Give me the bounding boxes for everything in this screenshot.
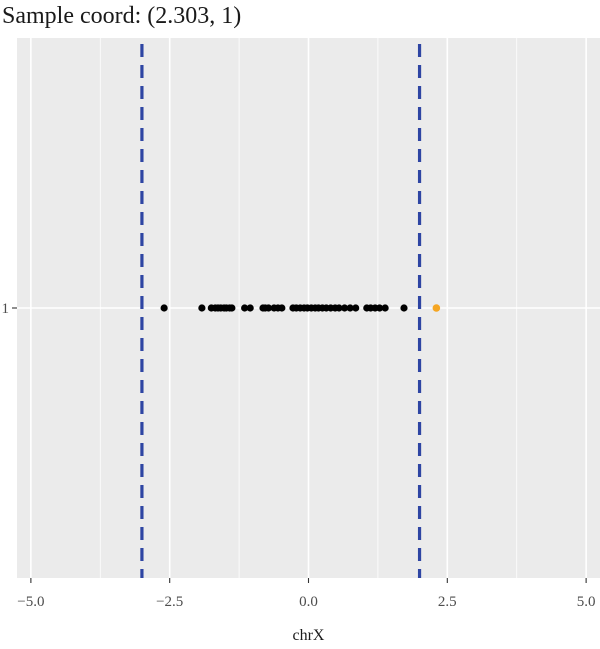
data-point — [160, 304, 168, 312]
x-tick-label: 0.0 — [299, 594, 318, 610]
data-point — [400, 304, 408, 312]
data-point — [264, 304, 273, 312]
y-axis: 1 — [2, 301, 17, 317]
data-point — [335, 304, 343, 312]
x-tick-label: −2.5 — [156, 594, 183, 610]
x-axis: −5.0 −2.5 0.0 2.5 5.0 — [17, 578, 595, 610]
x-tick-label: −5.0 — [17, 594, 44, 610]
data-points — [160, 304, 441, 312]
data-point — [198, 304, 206, 312]
data-point — [278, 304, 286, 312]
data-point — [352, 304, 360, 312]
chart-title: Sample coord: (2.303, 1) — [2, 3, 242, 29]
data-point — [228, 304, 236, 312]
reference-lines — [140, 44, 422, 578]
data-point — [246, 304, 254, 312]
y-tick-label: 1 — [2, 301, 10, 317]
x-tick-label: 5.0 — [577, 594, 596, 610]
data-point — [241, 304, 249, 312]
x-axis-title: chrX — [293, 627, 325, 644]
highlighted-point — [432, 304, 441, 312]
x-tick-label: 2.5 — [438, 594, 457, 610]
data-point — [340, 304, 349, 312]
data-point — [346, 304, 354, 312]
data-point — [375, 304, 384, 312]
data-point — [381, 304, 389, 312]
